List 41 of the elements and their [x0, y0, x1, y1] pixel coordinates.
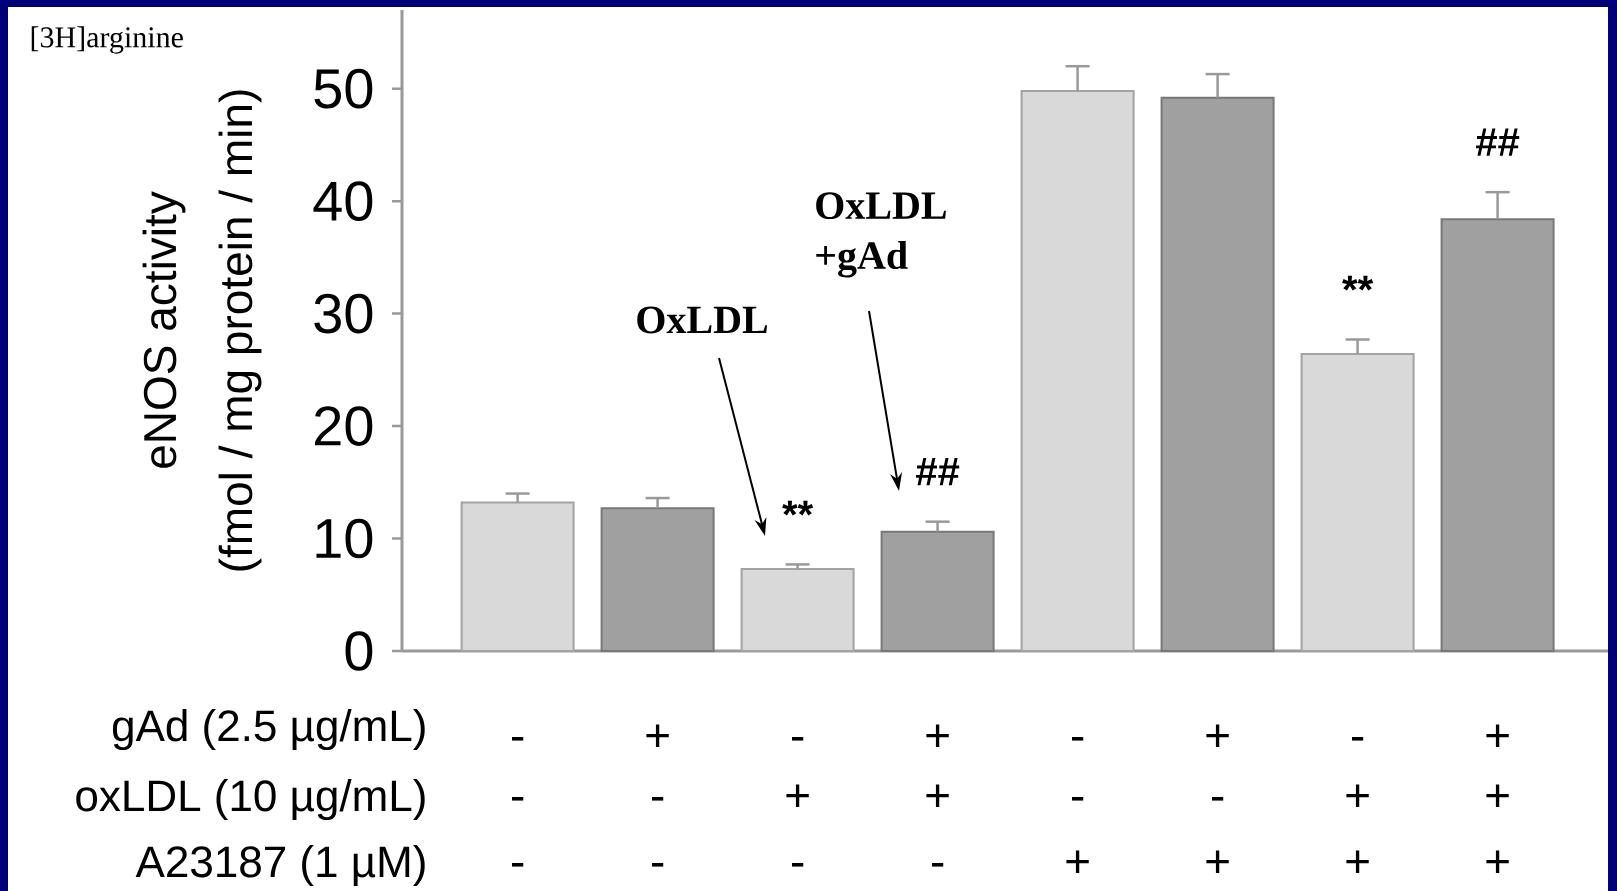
text: A23187 (1 µM): [135, 845, 425, 887]
text: +: [1486, 784, 1509, 807]
text: oxLDL (10 µg/mL): [76, 779, 425, 821]
x-tick-label: -: [511, 736, 524, 741]
text: [3H]arginine: [31, 26, 183, 54]
annotation: **: [782, 500, 814, 516]
text: +: [1206, 850, 1229, 873]
y-tick-label: 30: [314, 293, 373, 334]
annotation: **: [1342, 275, 1374, 291]
annotation: ##: [916, 458, 960, 486]
text: +: [1486, 850, 1509, 873]
y-axis-title: eNOS activity (fmol / mg protein / min): [142, 90, 262, 571]
x-tick-label: +: [926, 724, 949, 747]
annotation: OxLDL: [637, 306, 768, 334]
annotation: OxLDL +gAd: [816, 192, 946, 278]
x-tick-label: +: [1486, 724, 1509, 747]
text: +: [1066, 850, 1089, 873]
y-tick-label: 0: [345, 631, 373, 671]
y-tick-label: 10: [316, 518, 373, 559]
y-tick-label: 50: [314, 68, 373, 109]
y-tick-label: 40: [313, 181, 373, 221]
y-tick-label: 20: [315, 406, 373, 446]
x-tick-label: -: [1071, 736, 1084, 741]
text: gAd (2.5 µg/mL): [112, 709, 425, 751]
text: -: [791, 862, 804, 867]
text: +: [786, 784, 809, 807]
x-tick-label: +: [1206, 724, 1229, 747]
text: -: [511, 862, 524, 867]
x-tick-label: -: [791, 736, 804, 741]
text: -: [651, 796, 664, 801]
text: -: [511, 796, 524, 801]
text: -: [1071, 796, 1084, 801]
text: +: [1346, 850, 1369, 873]
x-tick-label: -: [1351, 736, 1364, 741]
text: -: [931, 862, 944, 867]
text: +: [926, 784, 949, 807]
text: -: [651, 862, 664, 867]
text: +: [1346, 784, 1369, 807]
annotation: ##: [1476, 128, 1520, 156]
text: -: [1211, 796, 1224, 801]
x-tick-label: +: [646, 724, 669, 747]
